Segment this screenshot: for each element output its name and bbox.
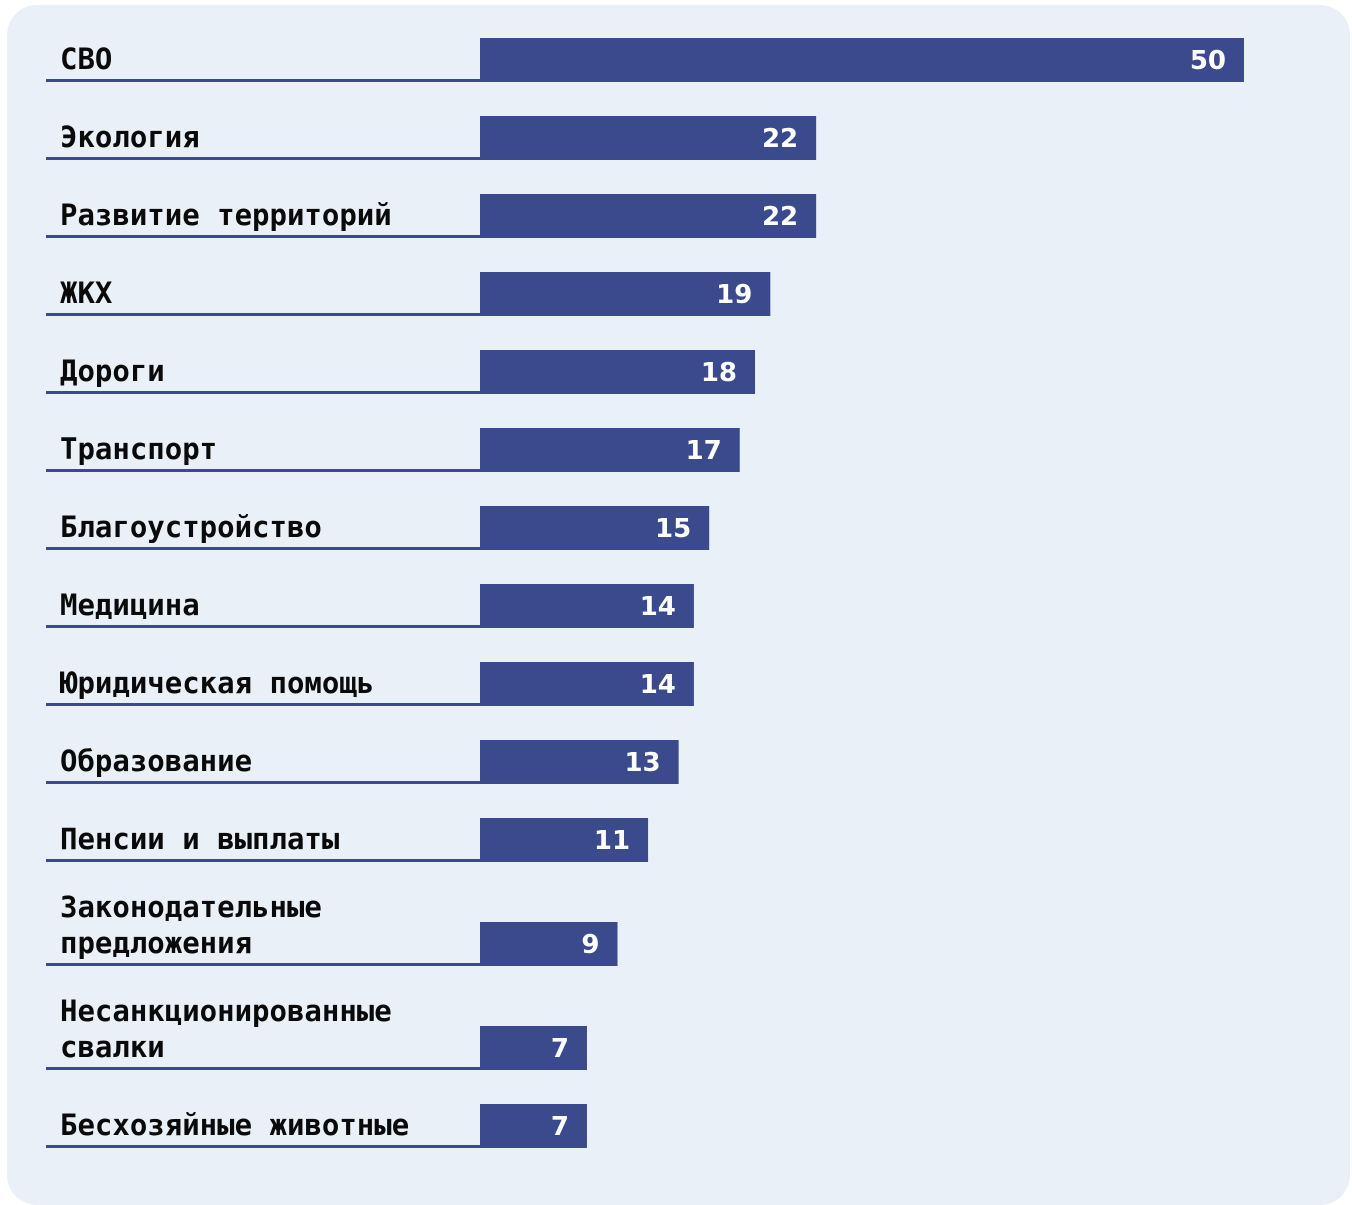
bar xyxy=(480,38,1244,82)
bar xyxy=(480,272,771,316)
bar-row: 17 Транспорт xyxy=(46,428,740,472)
bar xyxy=(480,1026,587,1070)
bar xyxy=(480,1104,587,1148)
bar xyxy=(480,818,649,862)
bar-row: 19 ЖКХ xyxy=(46,272,771,316)
category-label: СВО xyxy=(60,42,112,76)
bar-row: 22 Развитие территорий xyxy=(46,194,817,238)
bar xyxy=(480,662,694,706)
category-label: Транспорт xyxy=(60,432,217,466)
bar-row: 13 Образование xyxy=(46,740,679,784)
value-label: 9 xyxy=(581,930,599,960)
value-label: 50 xyxy=(1190,46,1226,76)
category-label: Образование xyxy=(60,744,252,778)
bar-row: 50 СВО xyxy=(46,38,1244,82)
bar xyxy=(480,506,710,550)
category-label: ЖКХ xyxy=(60,276,113,310)
value-label: 13 xyxy=(624,748,660,778)
bar-row: 18 Дороги xyxy=(46,350,756,394)
value-label: 18 xyxy=(701,358,737,388)
value-label: 22 xyxy=(762,202,798,232)
bar xyxy=(480,584,694,628)
category-label: Благоустройство xyxy=(60,510,322,544)
bar-row: 7 Бесхозяйные животные xyxy=(46,1104,587,1148)
category-label: Несанкционированные xyxy=(60,994,392,1028)
bar xyxy=(480,350,756,394)
value-label: 15 xyxy=(655,514,691,544)
value-label: 7 xyxy=(551,1112,569,1142)
category-label: Дороги xyxy=(60,354,165,388)
value-label: 17 xyxy=(686,436,722,466)
bar-row: 22 Экология xyxy=(46,116,817,160)
category-label: Бесхозяйные животные xyxy=(60,1108,409,1142)
category-label: Развитие территорий xyxy=(60,198,392,232)
category-label: Законодательные xyxy=(60,890,322,924)
category-label: предложения xyxy=(60,926,252,960)
bar xyxy=(480,116,817,160)
category-label: Юридическая помощь xyxy=(60,666,374,700)
value-label: 7 xyxy=(551,1034,569,1064)
category-label: Экология xyxy=(60,120,200,154)
category-label: Медицина xyxy=(60,588,200,622)
bar xyxy=(480,194,817,238)
category-label: Пенсии и выплаты xyxy=(60,822,339,856)
bar xyxy=(480,922,618,966)
value-label: 14 xyxy=(640,670,676,700)
bar xyxy=(480,740,679,784)
value-label: 14 xyxy=(640,592,676,622)
bar xyxy=(480,428,740,472)
bar-row: 15 Благоустройство xyxy=(46,506,710,550)
category-label: свалки xyxy=(60,1030,165,1064)
value-label: 22 xyxy=(762,124,798,154)
value-label: 11 xyxy=(594,826,630,856)
bar-row: 14 Юридическая помощь xyxy=(46,662,694,706)
bar-row: 14 Медицина xyxy=(46,584,694,628)
bar-row: 11 Пенсии и выплаты xyxy=(46,818,649,862)
value-label: 19 xyxy=(716,280,752,310)
